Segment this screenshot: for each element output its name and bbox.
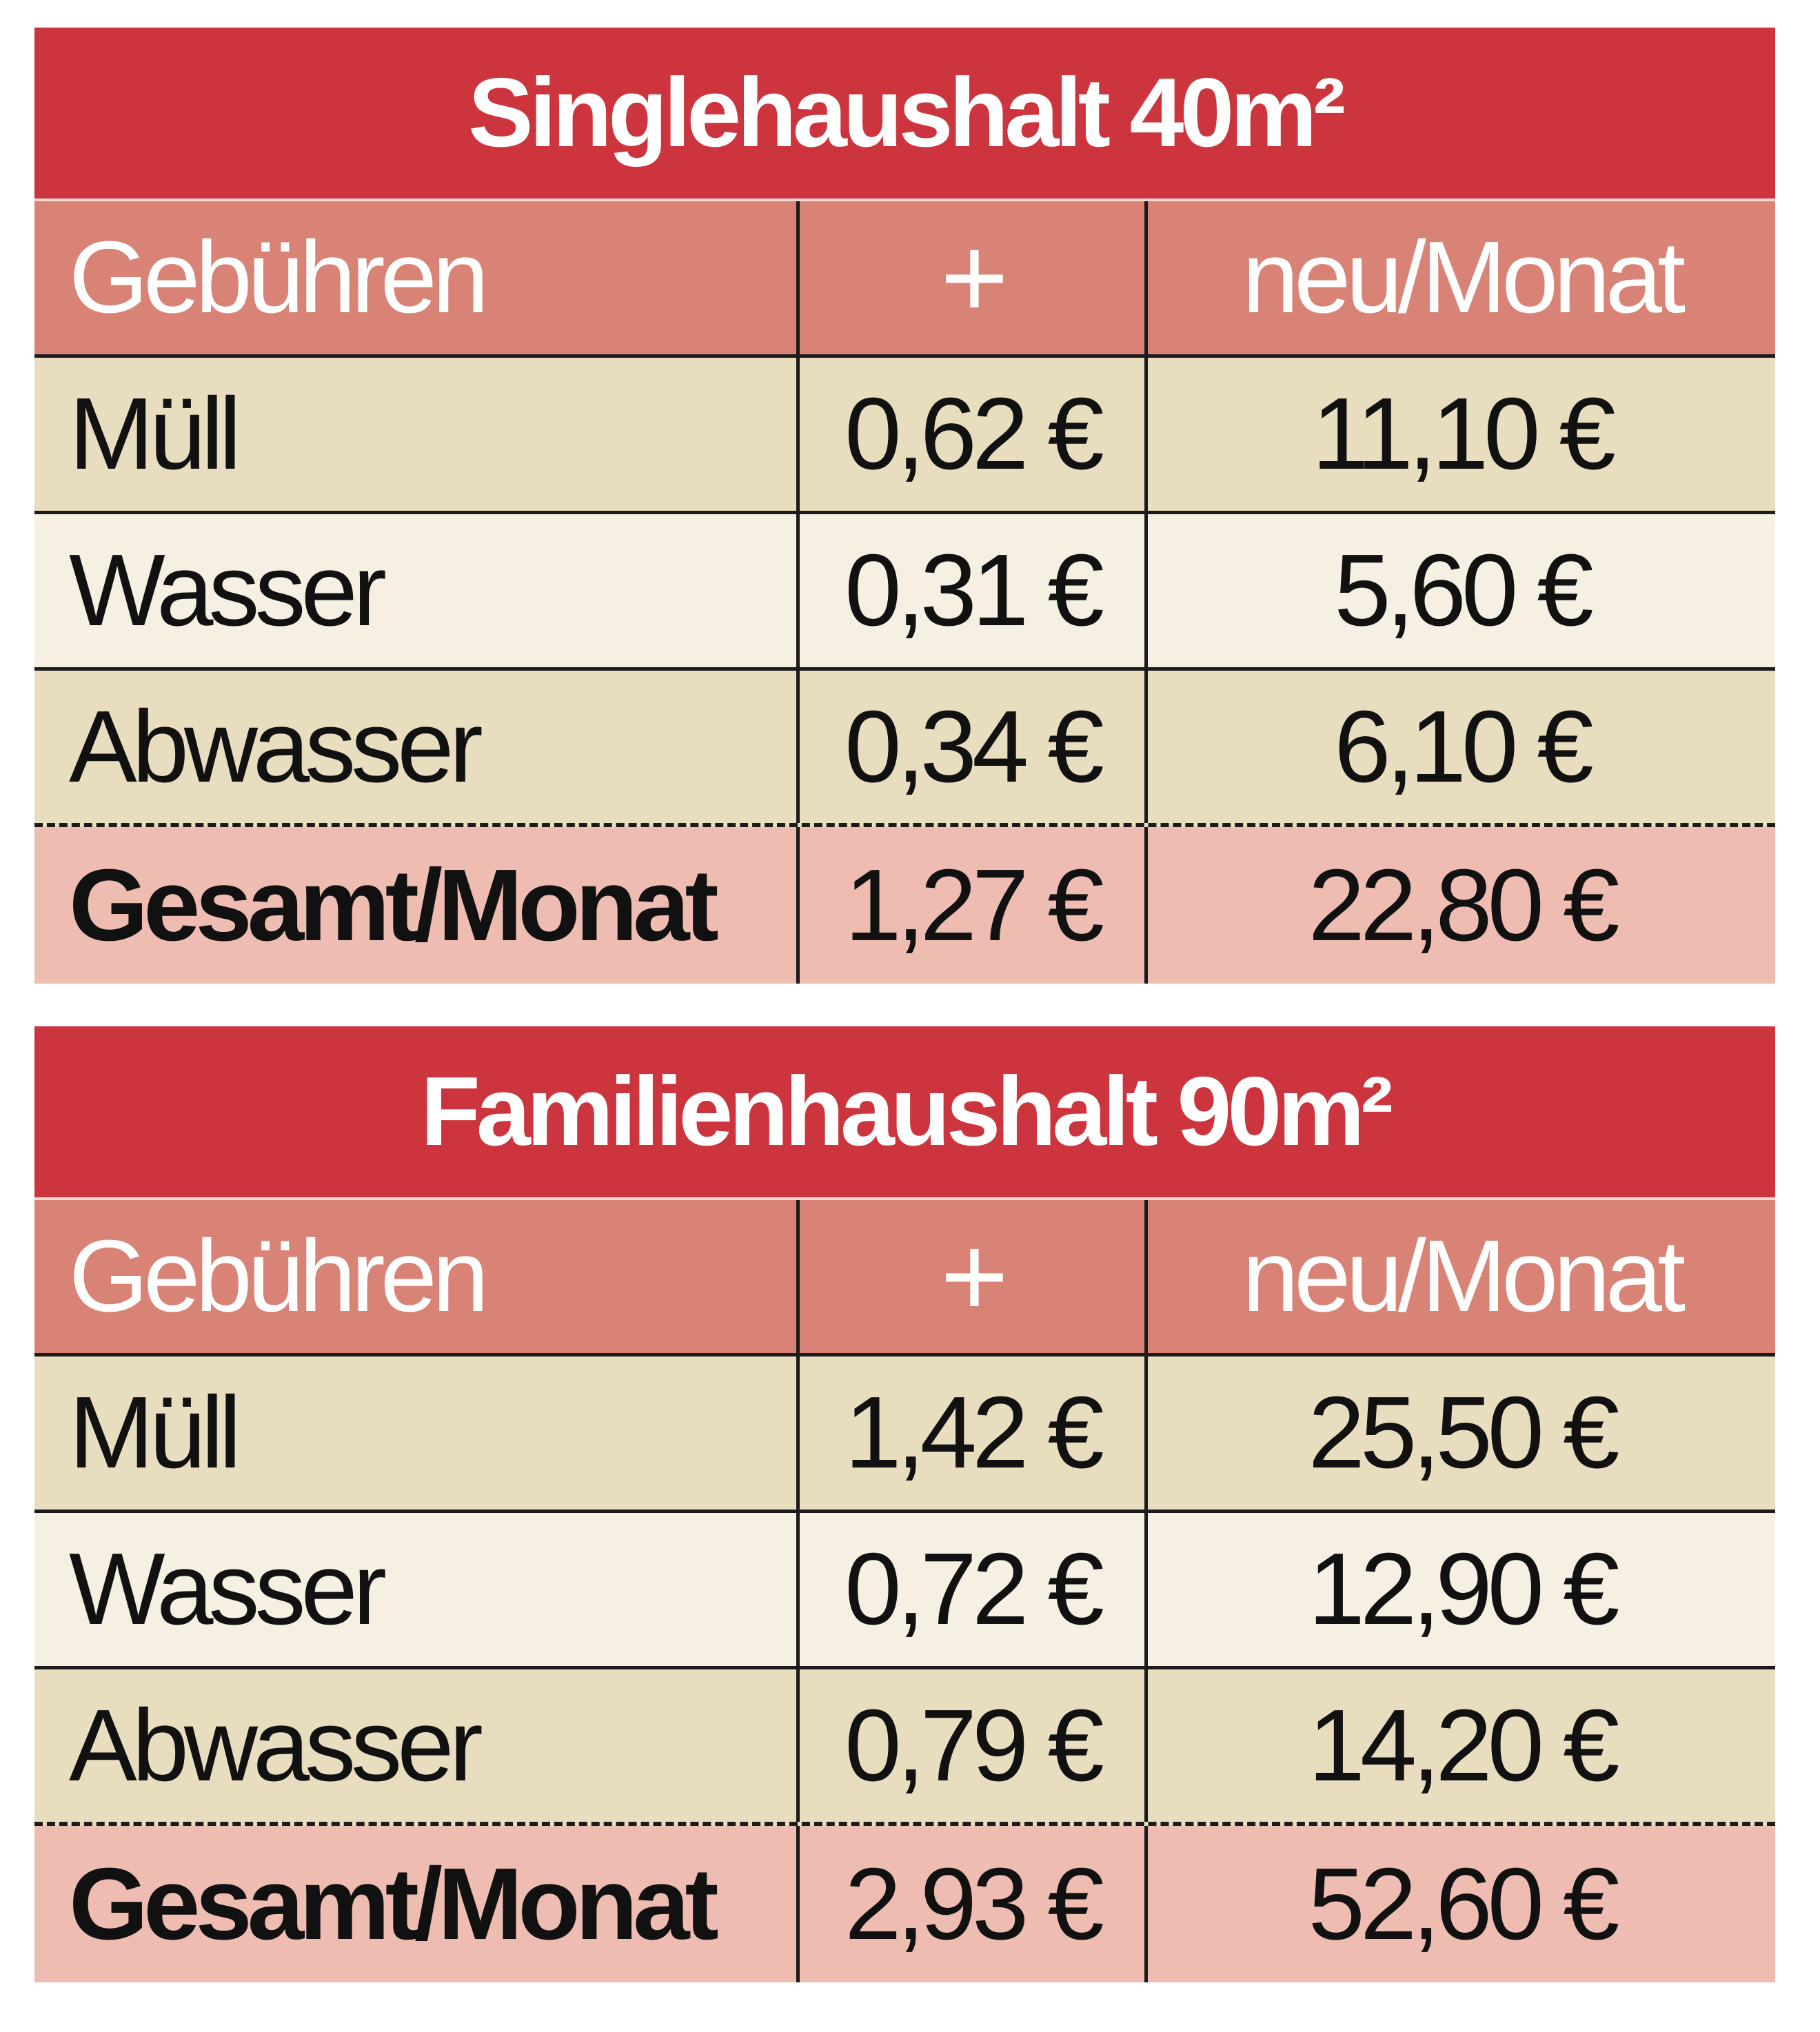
new-monthly-value: 11,10 € — [1312, 377, 1616, 491]
increase-value: 0,72 € — [800, 1513, 1148, 1666]
total-label: Gesamt/Monat — [34, 827, 800, 984]
row-label: Müll — [34, 1357, 800, 1510]
table-row: Abwasser 0,34 € 6,10 € — [34, 671, 1775, 827]
table-title: Singlehaushalt 40m² — [34, 28, 1775, 201]
increase-value: 0,34 € — [800, 671, 1148, 823]
column-header-fees: Gebühren — [34, 1200, 800, 1353]
column-header-fees: Gebühren — [34, 201, 800, 354]
table-row: Abwasser 0,79 € 14,20 € — [34, 1669, 1775, 1826]
table-header-row: Gebühren + neu/Monat — [34, 1200, 1775, 1357]
increase-value: 0,79 € — [800, 1669, 1148, 1822]
family-household-table: Familienhaushalt 90m² Gebühren + neu/Mon… — [34, 1026, 1775, 1982]
row-label: Wasser — [34, 514, 800, 667]
increase-value: 0,31 € — [800, 514, 1148, 667]
row-label: Wasser — [34, 1513, 800, 1666]
column-header-new-monthly: neu/Monat — [1242, 221, 1686, 334]
total-new-monthly-value: 52,60 € — [1308, 1847, 1620, 1961]
column-header-increase: + — [800, 1200, 1148, 1353]
single-household-table: Singlehaushalt 40m² Gebühren + neu/Monat… — [34, 28, 1775, 984]
new-monthly-value: 25,50 € — [1308, 1376, 1620, 1490]
total-increase-value: 1,27 € — [800, 827, 1148, 984]
table-row: Müll 0,62 € 11,10 € — [34, 358, 1775, 514]
table-row: Wasser 0,72 € 12,90 € — [34, 1513, 1775, 1669]
row-label: Abwasser — [34, 671, 800, 823]
total-row: Gesamt/Monat 2,93 € 52,60 € — [34, 1826, 1775, 1982]
new-monthly-value: 12,90 € — [1308, 1532, 1620, 1646]
table-row: Müll 1,42 € 25,50 € — [34, 1357, 1775, 1513]
increase-value: 0,62 € — [800, 358, 1148, 511]
table-row: Wasser 0,31 € 5,60 € — [34, 514, 1775, 671]
new-monthly-value: 14,20 € — [1308, 1688, 1620, 1802]
total-label: Gesamt/Monat — [34, 1826, 800, 1982]
total-increase-value: 2,93 € — [800, 1826, 1148, 1982]
increase-value: 1,42 € — [800, 1357, 1148, 1510]
column-header-increase: + — [800, 201, 1148, 354]
new-monthly-value: 6,10 € — [1334, 689, 1593, 804]
row-label: Müll — [34, 358, 800, 511]
table-header-row: Gebühren + neu/Monat — [34, 201, 1775, 358]
total-new-monthly-value: 22,80 € — [1308, 848, 1620, 962]
table-title: Familienhaushalt 90m² — [34, 1026, 1775, 1200]
column-header-new-monthly: neu/Monat — [1242, 1219, 1686, 1333]
fee-tables: Singlehaushalt 40m² Gebühren + neu/Monat… — [34, 28, 1775, 1982]
new-monthly-value: 5,60 € — [1334, 534, 1593, 647]
total-row: Gesamt/Monat 1,27 € 22,80 € — [34, 827, 1775, 984]
row-label: Abwasser — [34, 1669, 800, 1822]
